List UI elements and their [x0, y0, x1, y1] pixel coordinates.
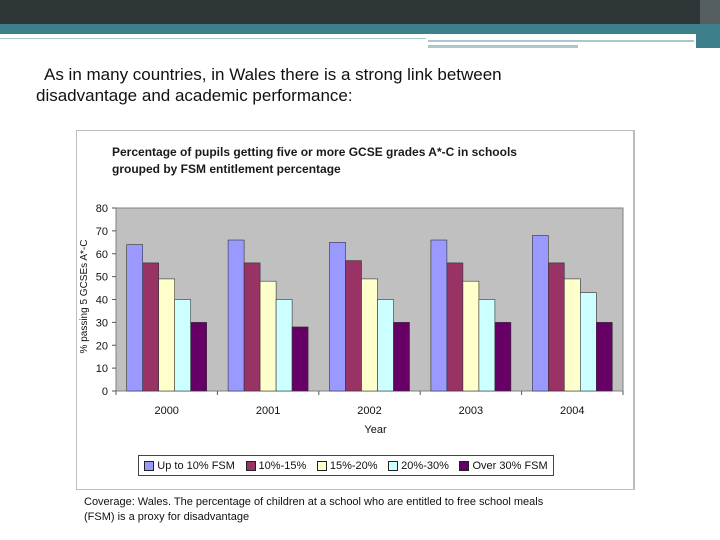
- bar: [377, 299, 394, 392]
- bar: [142, 262, 159, 392]
- legend-swatch: [388, 460, 399, 471]
- y-tick-label: 20: [96, 340, 108, 352]
- x-axis-label: Year: [364, 424, 387, 436]
- chart-title: Percentage of pupils getting five or mor…: [112, 144, 622, 178]
- legend-item: 10%-15%: [245, 459, 307, 472]
- bar: [563, 278, 581, 392]
- bar: [190, 322, 207, 392]
- y-tick-label: 10: [96, 363, 108, 375]
- y-tick-label: 30: [96, 317, 108, 329]
- y-tick-label: 40: [96, 295, 108, 307]
- chart-title-line-2: grouped by FSM entitlement percentage: [112, 162, 341, 176]
- legend-label: Up to 10% FSM: [157, 459, 235, 472]
- bar: [531, 235, 549, 392]
- bar: [393, 322, 410, 392]
- thin-decor-line-left: [0, 38, 426, 39]
- legend-swatch: [245, 460, 256, 471]
- bar: [259, 280, 277, 392]
- y-axis-label: % passing 5 GCSEs A*-C: [79, 240, 90, 354]
- bar: [243, 262, 261, 392]
- legend-item: 15%-20%: [316, 459, 378, 472]
- x-tick-label: 2000: [154, 405, 178, 417]
- thin-decor-line-right: [428, 40, 694, 42]
- bar: [547, 262, 565, 392]
- bar: [579, 292, 597, 392]
- legend-item: Over 30% FSM: [459, 459, 548, 472]
- corner-decor-block: [696, 32, 720, 48]
- bar: [494, 322, 512, 392]
- legend-label: 20%-30%: [401, 459, 449, 472]
- bar: [595, 322, 613, 392]
- y-tick-label: 80: [96, 203, 108, 215]
- y-tick-label: 50: [96, 272, 108, 284]
- corner-decor-dark: [700, 0, 720, 24]
- caption-line-1: Coverage: Wales. The percentage of child…: [84, 496, 544, 508]
- legend-label: 10%-15%: [258, 459, 307, 472]
- bar: [329, 242, 346, 392]
- bar: [275, 299, 293, 392]
- bar: [174, 299, 191, 392]
- caption-line-2: (FSM) is a proxy for disadvantage: [84, 511, 250, 523]
- bar: [158, 278, 175, 392]
- bar: [462, 280, 480, 392]
- bar: [291, 326, 309, 392]
- slide-headline: As in many countries, in Wales there is …: [36, 64, 636, 106]
- chart-title-line-1: Percentage of pupils getting five or mor…: [112, 145, 517, 159]
- legend-label: 15%-20%: [329, 459, 378, 472]
- legend-item: Up to 10% FSM: [144, 460, 235, 472]
- x-tick-label: 2003: [459, 405, 483, 417]
- bar: [430, 239, 448, 392]
- bar: [126, 244, 143, 392]
- x-tick-label: 2001: [256, 405, 280, 417]
- legend-label: Over 30% FSM: [472, 459, 548, 472]
- teal-decor-line: [0, 24, 720, 34]
- slide-caption: Coverage: Wales. The percentage of child…: [84, 495, 624, 525]
- bar: [446, 262, 464, 392]
- headline-line-1: As in many countries, in Wales there is …: [44, 65, 502, 84]
- legend-swatch: [144, 460, 155, 471]
- chart-legend: Up to 10% FSM 10%-15% 15%-20% 20%-30% Over 3…: [138, 455, 554, 476]
- legend-swatch: [316, 460, 327, 471]
- legend-item: 20%-30%: [388, 460, 449, 472]
- bar: [361, 278, 378, 392]
- top-decor-band: [0, 0, 720, 24]
- bar: [345, 260, 362, 392]
- legend-swatch: [459, 460, 470, 471]
- bar: [478, 299, 496, 392]
- y-tick-label: 70: [96, 226, 108, 238]
- short-decor-bar: [428, 45, 578, 48]
- y-tick-label: 0: [102, 386, 108, 398]
- bar: [227, 239, 245, 392]
- x-tick-label: 2002: [357, 405, 381, 417]
- x-tick-label: 2004: [560, 405, 584, 417]
- headline-line-2: disadvantage and academic performance:: [36, 86, 353, 105]
- y-tick-label: 60: [96, 249, 108, 261]
